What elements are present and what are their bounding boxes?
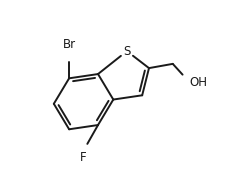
Text: S: S xyxy=(123,45,130,58)
Text: OH: OH xyxy=(189,76,207,89)
Text: F: F xyxy=(80,150,87,164)
Text: Br: Br xyxy=(62,38,75,51)
